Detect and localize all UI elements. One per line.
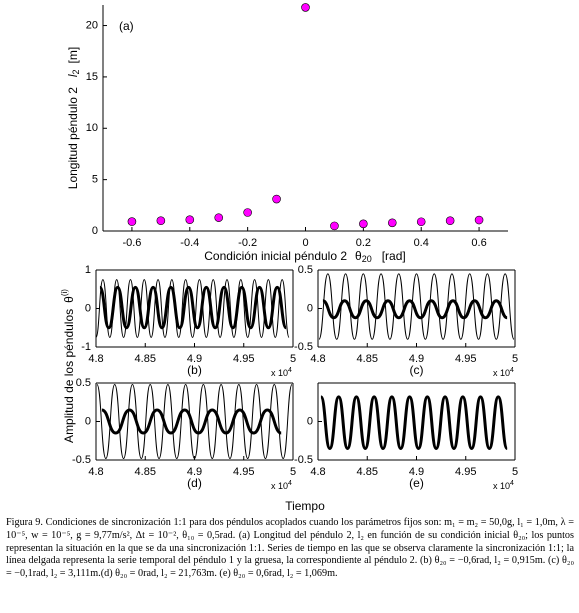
y-tick-label: 10 bbox=[86, 122, 98, 134]
x-tick-label: 4.9 bbox=[409, 466, 424, 478]
shared-y-label-sup: (i) bbox=[60, 289, 69, 296]
multiplier: x 104 bbox=[493, 367, 514, 379]
y-tick-label: 0.5 bbox=[76, 377, 91, 389]
y-tick-label: -0.5 bbox=[294, 341, 313, 353]
point bbox=[330, 221, 339, 231]
multiplier-exp: 4 bbox=[288, 480, 292, 487]
series-line bbox=[320, 396, 508, 449]
x-tick-label: 4.85 bbox=[135, 466, 156, 478]
x-tick-label: 4.95 bbox=[455, 466, 476, 478]
x-tick-label: 4.8 bbox=[88, 353, 103, 365]
point bbox=[445, 216, 455, 226]
x-tick-label: 4.95 bbox=[233, 353, 254, 365]
multiplier-exp: 4 bbox=[288, 367, 292, 374]
x-tick-label: -0.4 bbox=[180, 237, 199, 249]
y-label-sub: 2 bbox=[71, 69, 81, 74]
panel-label: (d) bbox=[187, 476, 202, 490]
y-tick-label: 0 bbox=[92, 225, 98, 237]
x-tick-label: 4.85 bbox=[357, 466, 378, 478]
x-tick-label: 4.8 bbox=[310, 466, 325, 478]
point bbox=[185, 215, 195, 224]
y-label: Longitud péndulo 2 l2 [m] bbox=[66, 47, 81, 189]
shared-y-label: Amplitud de los péndulos θ(i) bbox=[60, 289, 76, 443]
series-line bbox=[322, 299, 508, 320]
x-label-sub: 20 bbox=[362, 254, 372, 264]
y-tick-label: -0.5 bbox=[294, 454, 313, 466]
y-label-unit: [m] bbox=[66, 47, 80, 64]
y-tick-label: 0 bbox=[307, 415, 313, 427]
point bbox=[156, 216, 166, 226]
point bbox=[243, 208, 252, 217]
multiplier: x 104 bbox=[493, 480, 514, 492]
multiplier-exp: 4 bbox=[510, 367, 514, 374]
shared-x-label: Tiempo bbox=[285, 499, 325, 513]
y-tick-label: 20 bbox=[86, 19, 98, 31]
x-tick-label: 4.85 bbox=[357, 353, 378, 365]
x-tick-label: 0 bbox=[302, 237, 308, 249]
point bbox=[387, 218, 397, 228]
x-tick-label: 4.9 bbox=[187, 466, 202, 478]
x-tick-label: 0.6 bbox=[471, 237, 486, 249]
series-line bbox=[98, 285, 288, 330]
shared-y-label-symbol: θ bbox=[62, 296, 76, 303]
figure: Longitud péndulo 2 l2 [m] Condición inicia… bbox=[60, 3, 518, 513]
y-tick-label: 0 bbox=[85, 302, 91, 314]
panel-label: (c) bbox=[410, 363, 424, 377]
x-tick-label: 4.9 bbox=[409, 353, 424, 365]
x-tick-label: 4.85 bbox=[135, 353, 156, 365]
x-tick-label: 4.8 bbox=[310, 353, 325, 365]
y-tick-label: -1 bbox=[81, 341, 91, 353]
x-tick-label: 4.95 bbox=[233, 466, 254, 478]
x-label-symbol: θ bbox=[355, 249, 362, 263]
series-line bbox=[318, 273, 515, 340]
series-line bbox=[101, 408, 282, 435]
multiplier: x 104 bbox=[271, 367, 292, 379]
x-tick-label: 5 bbox=[290, 466, 296, 478]
x-label-unit: [rad] bbox=[382, 249, 406, 263]
x-tick-label: -0.6 bbox=[122, 237, 141, 249]
point bbox=[272, 194, 281, 204]
panel-label: (b) bbox=[187, 363, 202, 377]
series-line bbox=[96, 279, 290, 338]
x-tick-label: 4.9 bbox=[187, 353, 202, 365]
point bbox=[359, 219, 368, 229]
y-tick-label: 0.5 bbox=[298, 264, 313, 276]
point bbox=[474, 215, 484, 225]
multiplier-base: x 10 bbox=[271, 481, 288, 491]
point bbox=[416, 217, 426, 227]
panel-label: (a) bbox=[119, 19, 134, 33]
y-tick-label: 0 bbox=[85, 415, 91, 427]
x-label: Condición inicial péndulo 2 θ20 [rad] bbox=[204, 249, 405, 264]
x-tick-label: 4.8 bbox=[88, 466, 103, 478]
panel-label: (e) bbox=[409, 476, 424, 490]
y-tick-label: 0 bbox=[307, 302, 313, 314]
y-tick-label: 1 bbox=[85, 264, 91, 276]
caption: Figura 9. Condiciones de sincronización … bbox=[6, 517, 574, 580]
y-tick-label: 5 bbox=[92, 174, 98, 186]
y-tick-label: -0.5 bbox=[72, 454, 91, 466]
point bbox=[127, 217, 137, 226]
x-tick-label: 5 bbox=[290, 353, 296, 365]
multiplier-base: x 10 bbox=[493, 368, 510, 378]
x-tick-label: 5 bbox=[512, 353, 518, 365]
shared-y-label-text: Amplitud de los péndulos bbox=[62, 309, 76, 443]
series-line bbox=[96, 384, 293, 459]
y-tick-label: 15 bbox=[86, 71, 98, 83]
multiplier-base: x 10 bbox=[493, 481, 510, 491]
multiplier-base: x 10 bbox=[271, 368, 288, 378]
x-tick-label: -0.2 bbox=[238, 237, 257, 249]
point bbox=[301, 3, 310, 12]
x-tick-label: 5 bbox=[512, 466, 518, 478]
x-tick-label: 0.2 bbox=[356, 237, 371, 249]
x-label-text: Condición inicial péndulo 2 bbox=[204, 249, 347, 263]
multiplier-exp: 4 bbox=[510, 480, 514, 487]
point bbox=[214, 213, 224, 222]
x-tick-label: 4.95 bbox=[455, 353, 476, 365]
multiplier: x 104 bbox=[271, 480, 292, 492]
y-label-symbol: l bbox=[66, 74, 80, 77]
y-label-text: Longitud péndulo 2 bbox=[66, 87, 80, 189]
x-tick-label: 0.4 bbox=[414, 237, 429, 249]
